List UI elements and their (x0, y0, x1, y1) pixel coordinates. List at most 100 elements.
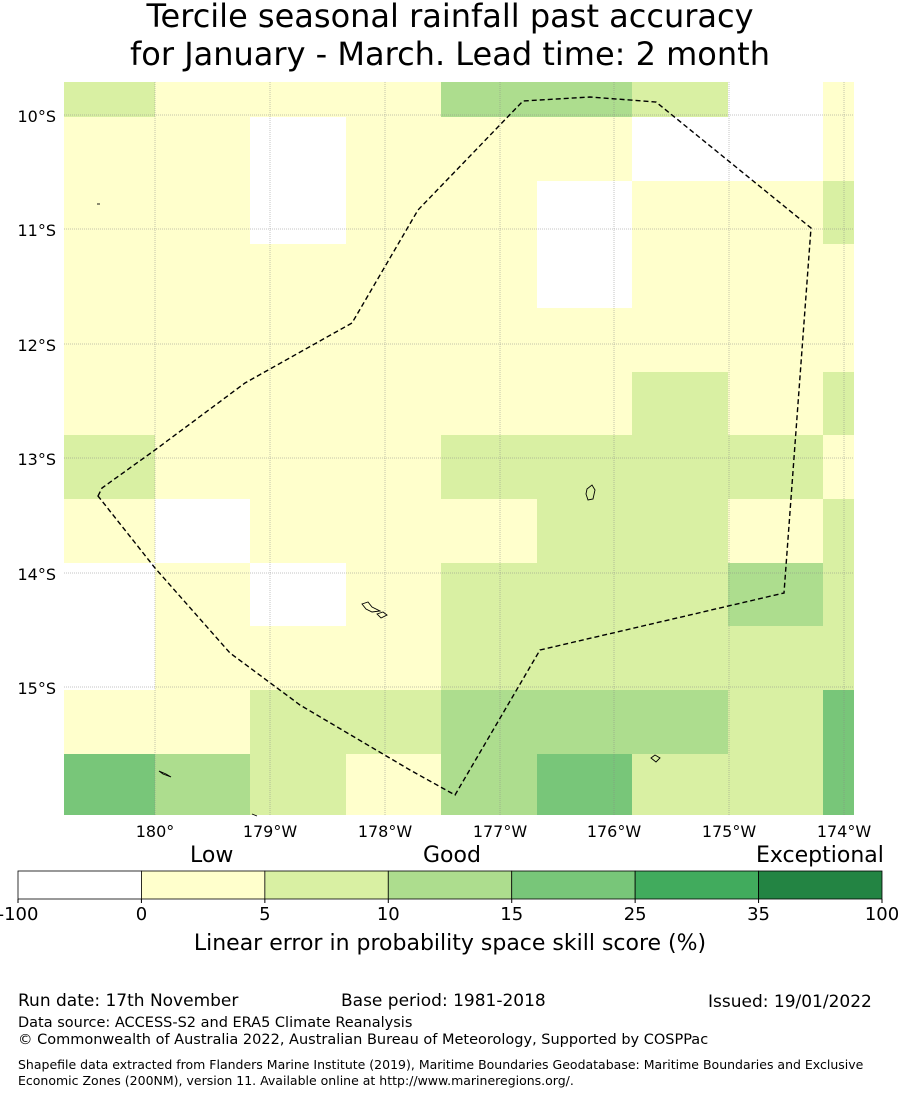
colorbar-tick-label: 15 (500, 904, 523, 925)
grid-cell (64, 117, 155, 181)
grid-cell (823, 244, 854, 308)
grid-cell (441, 308, 537, 372)
grid-cell (632, 563, 728, 626)
grid-cell (250, 82, 346, 117)
grid-cell (346, 372, 441, 435)
run-date: Run date: 17th November (18, 991, 239, 1011)
grid-cell (537, 372, 632, 435)
map-title-line-2: for January - March. Lead time: 2 month (130, 35, 770, 73)
copyright: © Commonwealth of Australia 2022, Austra… (18, 1032, 709, 1048)
islands (97, 203, 661, 817)
grid-cell (632, 244, 728, 308)
grid-cell (346, 690, 441, 754)
grid-cell (632, 372, 728, 435)
grid-cell (537, 563, 632, 626)
grid-cell (823, 499, 854, 563)
lat-tick-label: 14°S (17, 565, 56, 584)
grid-cell (632, 690, 728, 754)
grid-cell (441, 181, 537, 244)
grid-cell (346, 244, 441, 308)
grid-cell (632, 308, 728, 372)
grid-cell (250, 244, 346, 308)
grid-cell (823, 117, 854, 181)
base-period: Base period: 1981-2018 (341, 991, 546, 1011)
grid-cell (155, 499, 250, 563)
island-tokelau-b (376, 611, 388, 619)
grid-cell (823, 181, 854, 244)
grid-cell (346, 82, 441, 117)
lat-tick-label: 11°S (17, 221, 56, 240)
colorbar-tick-label: -100 (0, 904, 38, 925)
island-tokelau-a (361, 601, 382, 613)
grid-cell (823, 626, 854, 690)
colorbar-swatch (511, 870, 636, 900)
grid-cell (64, 244, 155, 308)
grid-cell (250, 563, 346, 626)
grid-cell (155, 690, 250, 754)
grid-cell (155, 754, 250, 815)
grid-cell (250, 690, 346, 754)
grid-cell (250, 435, 346, 499)
grid-cell (155, 117, 250, 181)
grid-cell (64, 435, 155, 499)
colorbar-tick-label: 10 (377, 904, 400, 925)
colorbar-tick-label: 0 (136, 904, 147, 925)
grid-cell (346, 626, 441, 690)
grid-cell (728, 82, 823, 117)
island-swains (585, 484, 596, 501)
grid-cell (632, 499, 728, 563)
grid-cell (537, 181, 632, 244)
data-source: Data source: ACCESS-S2 and ERA5 Climate … (18, 1015, 413, 1031)
island-west (158, 770, 172, 778)
grid-cell (441, 754, 537, 815)
grid-cell (632, 626, 728, 690)
grid-cell (537, 690, 632, 754)
grid-cell (441, 82, 537, 117)
legend-label-exceptional: Exceptional (756, 843, 884, 868)
lat-tick-label: 15°S (17, 679, 56, 698)
grid-cell (155, 82, 250, 117)
grid-cell (250, 308, 346, 372)
graticule (64, 82, 854, 815)
colorbar-axis-title: Linear error in probability space skill … (193, 931, 707, 956)
grid-cell (537, 435, 632, 499)
grid-cell (441, 244, 537, 308)
grid-cell (728, 244, 823, 308)
grid-cell (537, 244, 632, 308)
grid-cell (728, 308, 823, 372)
grid-cell (346, 117, 441, 181)
grid-cell (441, 626, 537, 690)
grid-cell (64, 626, 155, 690)
grid-cell (441, 435, 537, 499)
colorbar-tick-label: 100 (865, 904, 899, 925)
grid-cell (823, 435, 854, 499)
grid-cell (441, 563, 537, 626)
legend-label-low: Low (190, 843, 234, 868)
grid-cell (728, 372, 823, 435)
grid-cell (250, 499, 346, 563)
lon-tick-label: 174°W (817, 822, 872, 841)
grid-cell (632, 435, 728, 499)
grid-cell (632, 82, 728, 117)
grid-cell (155, 181, 250, 244)
grid-cell (155, 435, 250, 499)
grid-cell (250, 181, 346, 244)
lon-tick-label: 180° (136, 822, 175, 841)
lat-tick-label: 10°S (17, 107, 56, 126)
grid-cell (823, 82, 854, 117)
grid-cell (728, 435, 823, 499)
colorbar-tick-label: 25 (624, 904, 647, 925)
colorbar-tick-label: 35 (747, 904, 770, 925)
lon-tick-label: 176°W (587, 822, 642, 841)
colorbar-swatch (141, 870, 266, 900)
grid-cell (823, 690, 854, 754)
grid-cell (64, 563, 155, 626)
island-south (650, 754, 661, 763)
colorbar-tick-label: 5 (259, 904, 270, 925)
grid-cell (728, 690, 823, 754)
grid-cell (537, 308, 632, 372)
grid-cell (823, 372, 854, 435)
grid-cell (250, 754, 346, 815)
lon-tick-label: 179°W (243, 822, 298, 841)
